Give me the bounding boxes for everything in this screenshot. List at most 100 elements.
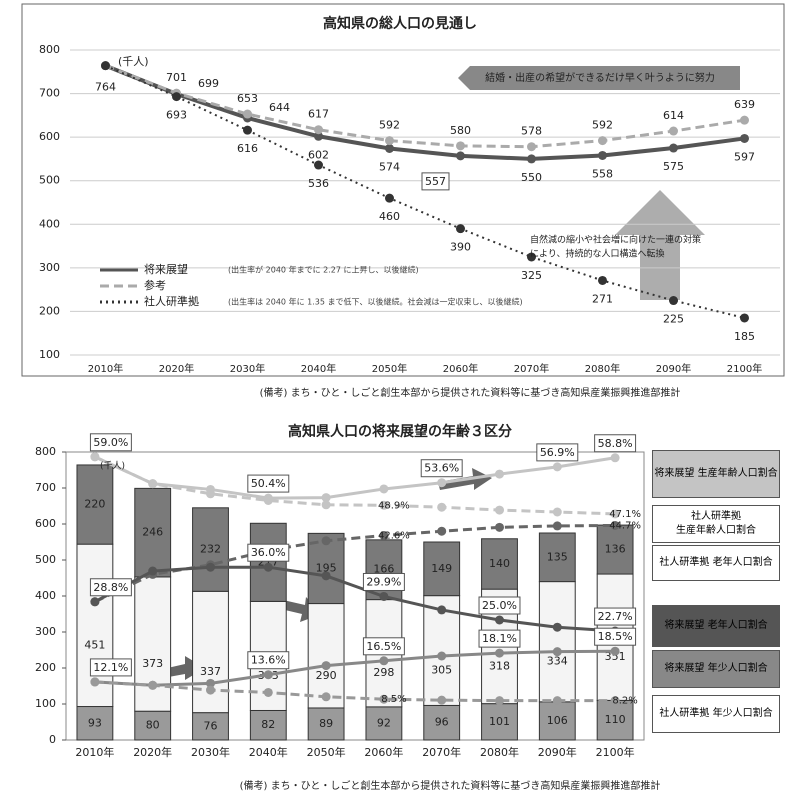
point [437, 478, 447, 488]
value-label: 50.4% [251, 477, 286, 490]
bar-segment [596, 699, 634, 741]
value-label: 558 [592, 167, 613, 180]
point [740, 115, 749, 125]
value-label: 13.6% [251, 654, 286, 667]
y-tick-label: 200 [39, 304, 60, 317]
x-tick-label: 2100年 [596, 745, 635, 759]
point [263, 562, 273, 572]
x-tick-label: 2080年 [480, 745, 519, 759]
value-label: 140 [489, 557, 510, 570]
annotation: 結婚・出産の希望ができるだけ早く叶うように努力 [485, 71, 715, 84]
annotation: 自然減の縮小や社会増に向けた一連の対策 [530, 234, 701, 246]
point [610, 646, 620, 656]
arrow-banner [458, 66, 740, 90]
x-tick-label: 2070年 [422, 745, 461, 759]
bar-segment [423, 704, 461, 741]
point [437, 695, 447, 705]
point [552, 521, 562, 531]
annotation: (出生率は 2040 年に 1.35 まで低下、以後継続。社会減は一定収束し、以… [228, 297, 523, 307]
value-label: 59.0% [93, 436, 128, 449]
point [598, 136, 607, 146]
point [527, 252, 536, 262]
line [94, 455, 616, 500]
value-label: 451 [84, 638, 105, 651]
x-tick-label: 2050年 [372, 362, 407, 375]
legend-entry: 将来展望 生産年齢人口割合 [652, 450, 780, 498]
point [206, 562, 215, 572]
value-label: 390 [450, 241, 471, 254]
y-tick-label: 100 [39, 348, 60, 361]
point [148, 680, 158, 690]
value-label: 18.5% [598, 630, 633, 643]
annotation: (出生率が 2040 年までに 2.27 に上昇し、以後継続) [228, 265, 419, 275]
arrow-up [615, 190, 705, 300]
value-label: 232 [200, 543, 221, 556]
value-label: 298 [373, 666, 394, 679]
point [321, 571, 331, 581]
y-tick-label: 700 [39, 87, 60, 100]
value-label: 29.9% [366, 575, 401, 588]
value-label: 42.6% [378, 531, 410, 542]
point [321, 661, 331, 671]
bar-segment [423, 541, 461, 597]
value-label: 135 [547, 550, 568, 563]
line [94, 455, 616, 516]
label-box [247, 651, 290, 670]
legend-entry: 社人研準拠 年少人口割合 [652, 695, 780, 733]
point [669, 126, 678, 136]
value-label: 592 [592, 119, 613, 132]
point [495, 505, 504, 515]
point [495, 615, 504, 625]
x-tick-label: 2030年 [191, 745, 230, 759]
point [552, 622, 562, 632]
point [495, 648, 504, 658]
point [610, 520, 620, 530]
label-box [421, 172, 450, 191]
value-label: 639 [734, 98, 755, 111]
value-label: 82 [261, 718, 275, 731]
value-label: 185 [734, 330, 755, 343]
x-tick-label: 2040年 [249, 745, 288, 759]
bar-segment [249, 709, 287, 741]
y-tick-label: 500 [35, 553, 56, 566]
line [94, 565, 616, 633]
value-label: 195 [316, 561, 337, 574]
value-label: 56.9% [540, 446, 575, 459]
bar-segment [192, 507, 229, 592]
legend-entry: 将来展望 老年人口割合 [652, 605, 780, 647]
label-box [594, 434, 637, 453]
point [495, 469, 504, 479]
line [94, 680, 616, 703]
point [90, 677, 100, 687]
value-label: 557 [425, 175, 446, 188]
point [495, 696, 504, 706]
x-tick-label: 2090年 [656, 362, 691, 375]
bar-segment [134, 710, 172, 741]
y-tick-label: 800 [35, 445, 56, 458]
point [263, 687, 273, 697]
y-tick-label: 800 [39, 43, 60, 56]
point [669, 143, 678, 153]
y-tick-label: 300 [39, 261, 60, 274]
value-label: 337 [200, 665, 221, 678]
value-label: 110 [605, 713, 626, 726]
value-label: 76 [204, 719, 218, 732]
legend-label: 社人研準拠 [144, 294, 199, 308]
bar-segment [538, 532, 576, 583]
point [90, 597, 100, 607]
bar-segment [596, 524, 634, 575]
value-label: 166 [373, 563, 394, 576]
point [90, 452, 100, 462]
point [101, 61, 110, 71]
point [314, 160, 323, 170]
label-box [536, 443, 579, 462]
value-label: 149 [431, 562, 452, 575]
value-label: 460 [379, 210, 400, 223]
value-label: 373 [142, 657, 163, 670]
value-label: 16.5% [366, 640, 401, 653]
point [552, 696, 562, 706]
y-tick-label: 200 [35, 661, 56, 674]
value-label: 693 [166, 109, 187, 122]
point [610, 453, 620, 463]
legend-label: 将来展望 [144, 263, 188, 276]
